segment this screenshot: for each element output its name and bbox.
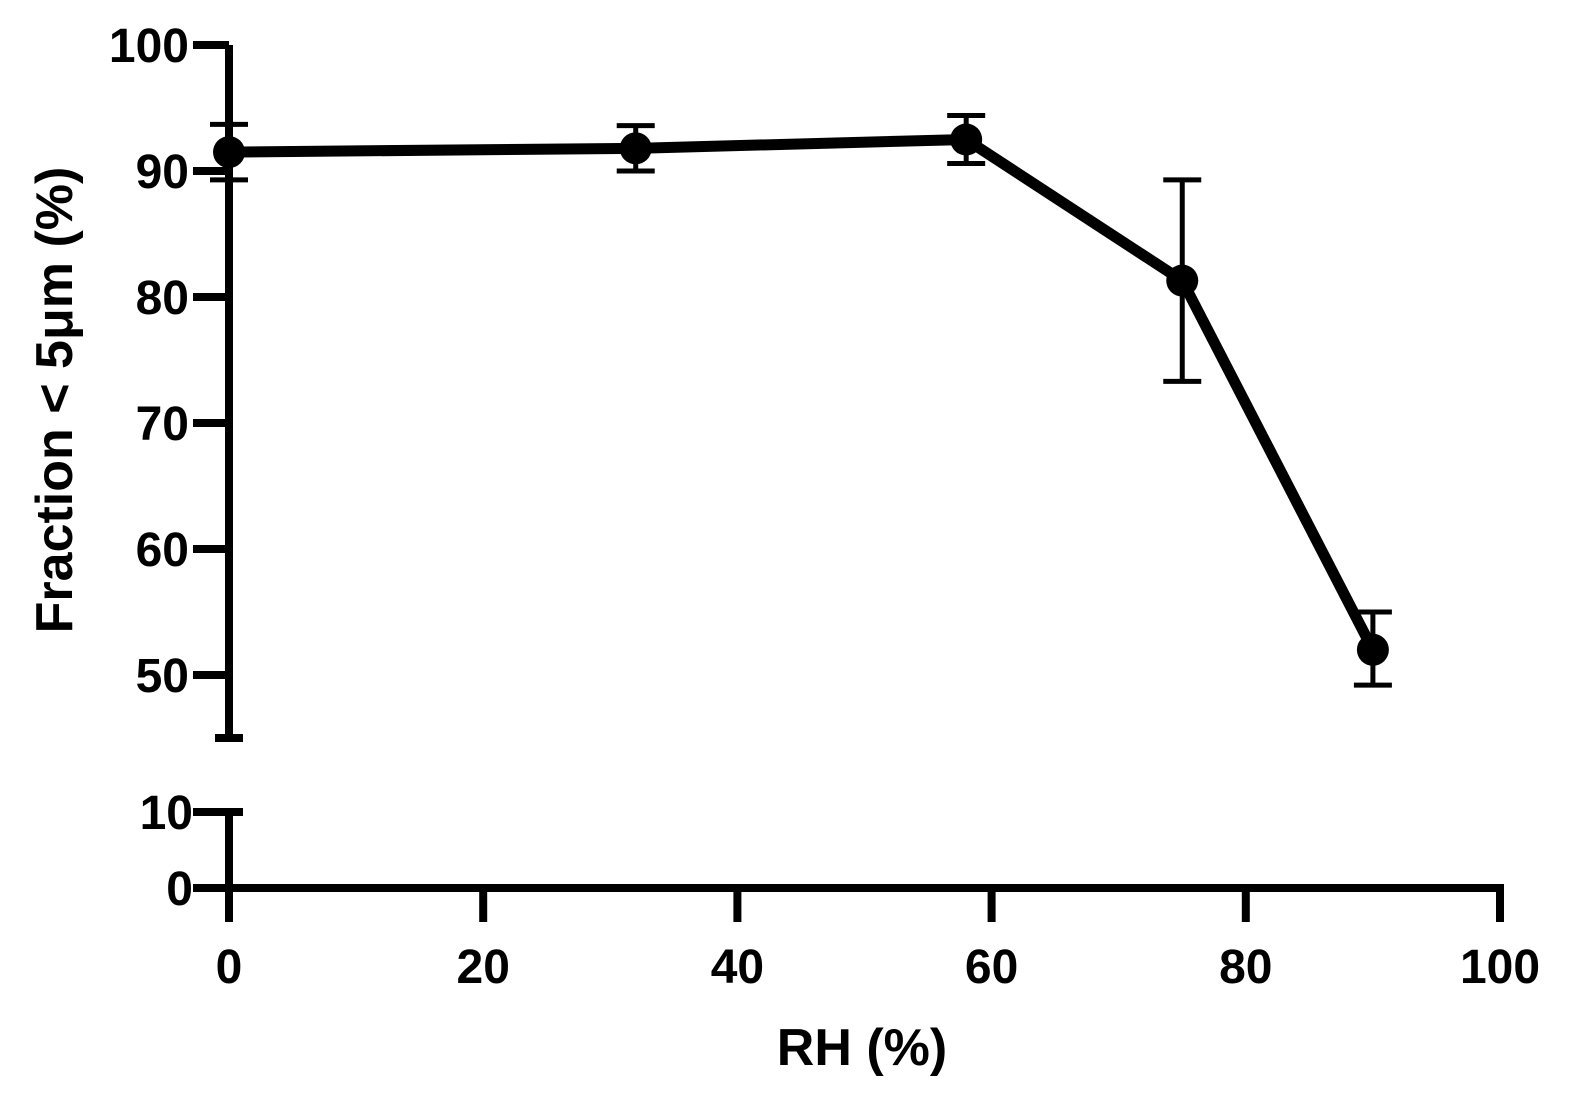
y-tick-label: 0 bbox=[166, 863, 193, 916]
x-tick-label: 80 bbox=[1219, 941, 1272, 994]
data-point bbox=[619, 132, 652, 165]
y-tick-label: 100 bbox=[109, 20, 189, 73]
y-tick-label: 50 bbox=[136, 650, 189, 703]
axes bbox=[215, 45, 1504, 892]
y-tick-label: 80 bbox=[136, 272, 189, 325]
data-point bbox=[950, 123, 983, 156]
data-series bbox=[210, 113, 1392, 688]
series-line bbox=[228, 134, 1378, 653]
data-point bbox=[213, 136, 245, 169]
x-tick-label: 100 bbox=[1460, 941, 1540, 994]
x-tick-label: 40 bbox=[711, 941, 764, 994]
x-tick-label: 20 bbox=[457, 941, 510, 994]
y-axis-title: Fraction < 5μm (%) bbox=[26, 167, 84, 634]
data-point bbox=[1166, 264, 1199, 297]
tick-marks bbox=[193, 41, 1504, 922]
y-tick-label: 70 bbox=[136, 398, 189, 451]
x-axis-title: RH (%) bbox=[777, 1019, 947, 1077]
y-tick-label: 90 bbox=[136, 146, 189, 199]
x-tick-label: 60 bbox=[965, 941, 1018, 994]
y-tick-label: 60 bbox=[136, 524, 189, 577]
data-point bbox=[1356, 633, 1389, 666]
y-tick-label: 10 bbox=[140, 787, 193, 840]
x-tick-label: 0 bbox=[216, 941, 243, 994]
